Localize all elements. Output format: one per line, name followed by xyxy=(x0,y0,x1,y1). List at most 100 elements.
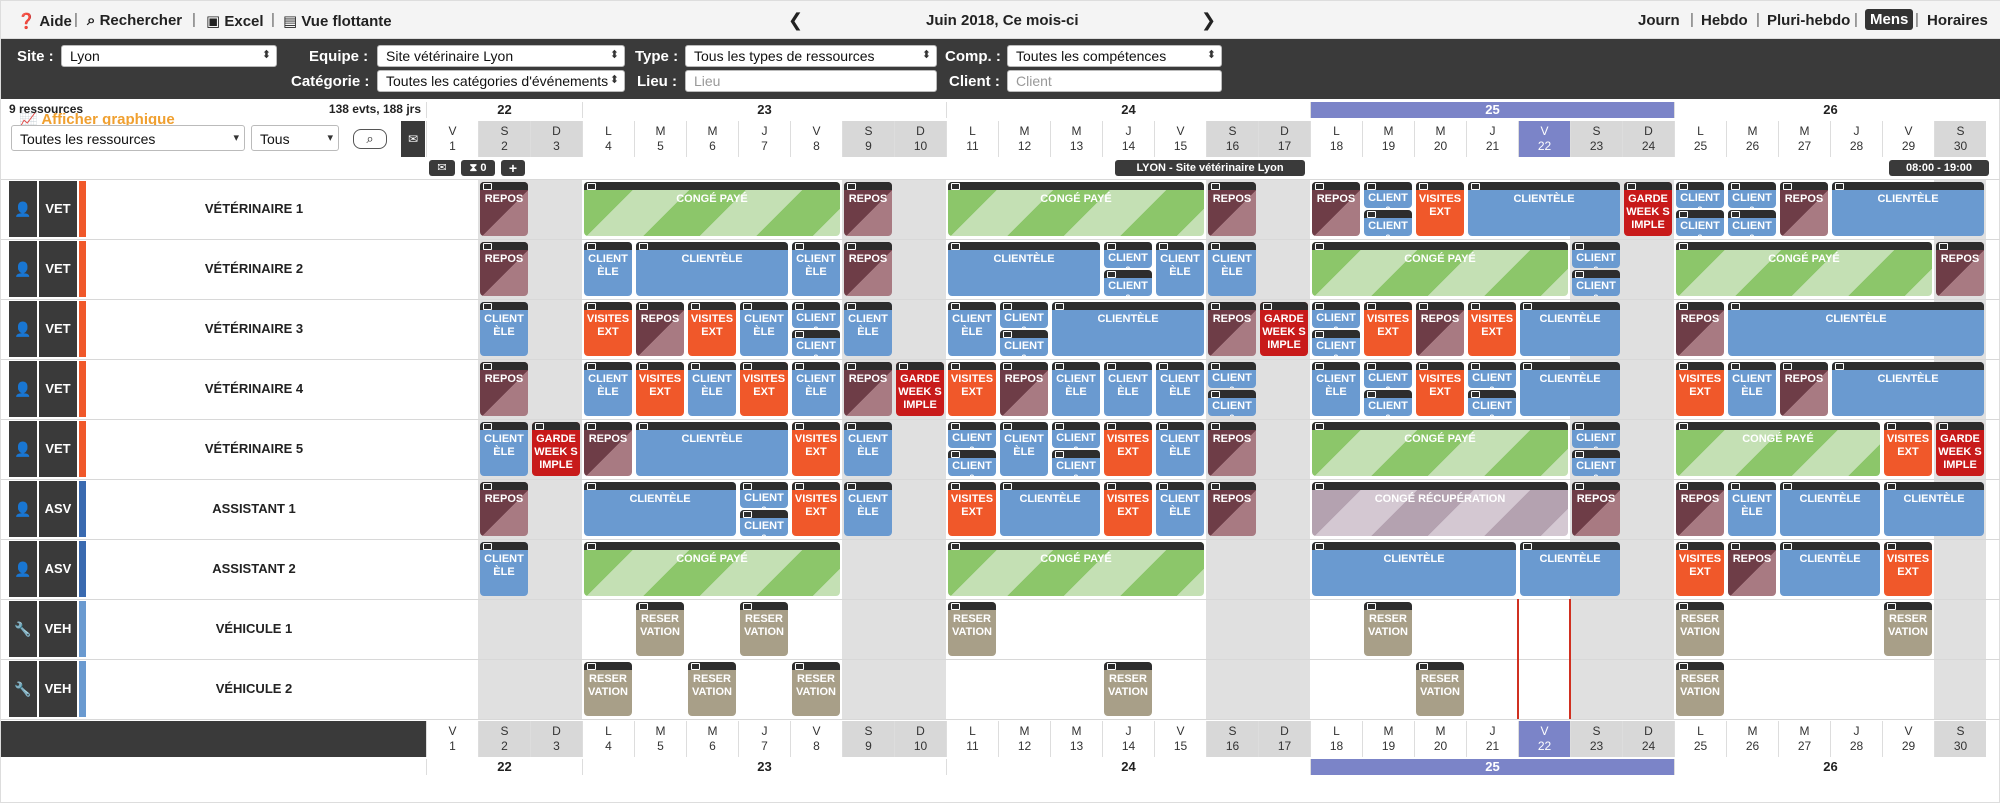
event-block[interactable]: CLIENTÈLE xyxy=(948,242,1100,296)
next-month-button[interactable]: ❯ xyxy=(1201,10,1217,30)
event-block[interactable]: REPOS xyxy=(1312,182,1360,236)
day-header[interactable]: J 28 xyxy=(1830,121,1882,157)
day-header[interactable]: V 29 xyxy=(1882,721,1934,757)
event-block[interactable]: CLIENT& xyxy=(740,510,788,536)
event-block[interactable]: CLIENT& xyxy=(948,450,996,476)
day-header[interactable]: S 16 xyxy=(1206,121,1258,157)
event-block[interactable]: RESERVATION xyxy=(792,662,840,716)
event-block[interactable]: CLIENT& xyxy=(1052,422,1100,448)
event-block[interactable]: CLIENT& xyxy=(1728,210,1776,236)
event-block[interactable]: CLIENT& xyxy=(792,302,840,328)
day-header[interactable]: M 12 xyxy=(998,121,1050,157)
search-link[interactable]: ⌕ Rechercher xyxy=(87,12,182,29)
event-block[interactable]: REPOS xyxy=(1936,242,1984,296)
event-block[interactable]: CLIENT& xyxy=(1364,182,1412,208)
event-block[interactable]: CLIENTÈLE xyxy=(844,422,892,476)
week-header[interactable]: 23 xyxy=(582,102,946,118)
event-block[interactable]: REPOS xyxy=(844,362,892,416)
event-block[interactable]: REPOS xyxy=(1208,302,1256,356)
day-header[interactable]: J 14 xyxy=(1102,721,1154,757)
event-block[interactable]: REPOS xyxy=(1780,362,1828,416)
event-block[interactable]: VISITES EXT xyxy=(948,362,996,416)
event-block[interactable]: VISITES EXT xyxy=(1364,302,1412,356)
view-day[interactable]: Journ xyxy=(1638,12,1680,29)
event-block[interactable]: CLIENTÈLE xyxy=(1728,302,1984,356)
event-block[interactable]: CLIENTÈLE xyxy=(1156,242,1204,296)
event-block[interactable]: RESERVATION xyxy=(688,662,736,716)
event-block[interactable]: VISITES EXT xyxy=(636,362,684,416)
event-block[interactable]: CLIENTÈLE xyxy=(480,542,528,596)
resource-name[interactable]: VÉTÉRINAIRE 2 xyxy=(204,261,304,276)
type-select[interactable]: Tous les types de ressources ⬍ xyxy=(685,45,937,67)
event-block[interactable]: CLIENTÈLE xyxy=(636,422,788,476)
day-header[interactable]: V 15 xyxy=(1154,121,1206,157)
event-block[interactable]: CLIENTÈLE xyxy=(844,482,892,536)
day-header[interactable]: D 10 xyxy=(894,121,946,157)
day-header[interactable]: M 26 xyxy=(1726,121,1778,157)
event-block[interactable]: CLIENT& xyxy=(1000,302,1048,328)
day-header[interactable]: J 14 xyxy=(1102,121,1154,157)
event-block[interactable]: CLIENT& xyxy=(1312,302,1360,328)
event-block[interactable]: CLIENTÈLE xyxy=(1884,482,1984,536)
event-block[interactable]: VISITES EXT xyxy=(1676,362,1724,416)
event-block[interactable]: VISITES EXT xyxy=(948,482,996,536)
week-header[interactable]: 24 xyxy=(946,102,1310,118)
event-block[interactable]: CLIENTÈLE xyxy=(1780,542,1880,596)
event-block[interactable]: CLIENT& xyxy=(1364,210,1412,236)
event-block[interactable]: REPOS xyxy=(1000,362,1048,416)
event-block[interactable]: RESERVATION xyxy=(1364,602,1412,656)
event-block[interactable]: VISITES EXT xyxy=(1884,542,1932,596)
day-header[interactable]: V 22 xyxy=(1518,721,1570,757)
event-block[interactable]: VISITES EXT xyxy=(1884,422,1932,476)
event-block[interactable]: GARDE WEEK SIMPLE xyxy=(1624,182,1672,236)
event-block[interactable]: REPOS xyxy=(584,422,632,476)
week-header[interactable]: 23 xyxy=(582,759,946,775)
event-block[interactable]: CLIENT& xyxy=(792,330,840,356)
event-block[interactable]: CONGÉ PAYÉ xyxy=(948,182,1204,236)
day-header[interactable]: V 15 xyxy=(1154,721,1206,757)
event-block[interactable]: CLIENTÈLE xyxy=(1052,362,1100,416)
hourglass-counter[interactable]: ⧗ 0 xyxy=(461,160,495,176)
event-block[interactable]: VISITES EXT xyxy=(740,362,788,416)
event-block[interactable]: CLIENTÈLE xyxy=(1728,482,1776,536)
event-block[interactable]: CLIENT& xyxy=(1104,270,1152,296)
event-block[interactable]: RESERVATION xyxy=(1416,662,1464,716)
event-block[interactable]: CLIENT& xyxy=(1676,210,1724,236)
event-block[interactable]: CLIENTÈLE xyxy=(1104,362,1152,416)
day-header[interactable]: V 29 xyxy=(1882,121,1934,157)
week-header[interactable]: 22 xyxy=(426,759,582,775)
event-block[interactable]: CLIENTÈLE xyxy=(844,302,892,356)
event-block[interactable]: REPOS xyxy=(1728,542,1776,596)
event-block[interactable]: CONGÉ PAYÉ xyxy=(584,542,840,596)
event-block[interactable]: CLIENTÈLE xyxy=(584,362,632,416)
event-block[interactable]: CONGÉ PAYÉ xyxy=(1312,242,1568,296)
event-block[interactable]: CLIENTÈLE xyxy=(1832,362,1984,416)
event-block[interactable]: CLIENT& xyxy=(740,482,788,508)
event-block[interactable]: CLIENTÈLE xyxy=(1468,182,1620,236)
event-block[interactable]: CLIENTÈLE xyxy=(1208,242,1256,296)
day-header[interactable]: V 22 xyxy=(1518,121,1570,157)
event-block[interactable]: CLIENT& xyxy=(948,422,996,448)
day-header[interactable]: L 11 xyxy=(946,121,998,157)
event-block[interactable]: VISITES EXT xyxy=(1104,482,1152,536)
event-block[interactable]: RESERVATION xyxy=(1676,602,1724,656)
resource-scope-select[interactable]: Tous ▾ xyxy=(251,125,339,151)
week-header[interactable]: 25 xyxy=(1310,759,1674,775)
add-event-button[interactable]: + xyxy=(501,160,525,176)
resource-filter-select[interactable]: Toutes les ressources ▾ xyxy=(11,125,245,151)
event-block[interactable]: CLIENT& xyxy=(1104,242,1152,268)
resource-name[interactable]: VÉTÉRINAIRE 1 xyxy=(204,201,304,216)
event-block[interactable]: REPOS xyxy=(1572,482,1620,536)
day-header[interactable]: S 30 xyxy=(1934,721,1986,757)
day-header[interactable]: M 27 xyxy=(1778,121,1830,157)
category-select[interactable]: Toutes les catégories d'événements ⬍ xyxy=(377,70,625,92)
resource-name[interactable]: VÉHICULE 1 xyxy=(215,621,293,636)
show-graph-link[interactable]: 📈 Afficher graphique xyxy=(19,110,175,128)
event-block[interactable]: CLIENT& xyxy=(1052,450,1100,476)
